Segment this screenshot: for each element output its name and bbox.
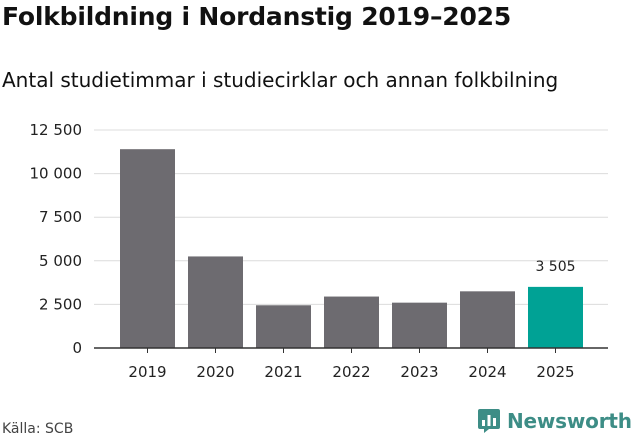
x-tick-label: 2024 (468, 363, 506, 381)
y-tick-label: 10 000 (30, 165, 83, 183)
y-tick-label: 12 500 (30, 121, 83, 139)
bar-2024 (460, 291, 515, 348)
x-tick-label: 2022 (332, 363, 370, 381)
x-tick-label: 2025 (536, 363, 574, 381)
bar-2023 (392, 302, 447, 348)
y-tick-label: 7 500 (39, 208, 82, 226)
brand-name: Newsworthy (507, 409, 631, 433)
y-tick-label: 2 500 (39, 295, 82, 313)
axes (94, 347, 608, 353)
source-note: Källa: SCB (2, 421, 74, 437)
y-tick-label: 0 (72, 339, 82, 357)
labels: 0 2 500 5 000 7 500 10 000 12 500 2019 2020 2021… (30, 121, 576, 381)
bar-2022 (324, 296, 379, 348)
bar-2025 (528, 286, 583, 348)
y-tick-label: 5 000 (39, 252, 82, 270)
bars (120, 149, 583, 348)
chart-title: Folkbildning i Nordanstig 2019–2025 (2, 2, 512, 31)
x-tick-label: 2021 (264, 363, 302, 381)
brand-logo: Newsworthy (477, 408, 631, 434)
bar-2019 (120, 149, 175, 348)
data-label-2025: 3 505 (535, 259, 575, 275)
x-tick-label: 2023 (400, 363, 438, 381)
bar-chart-logo-icon (478, 409, 500, 433)
chart-subtitle: Antal studietimmar i studiecirklar och a… (2, 68, 559, 92)
x-tick-label: 2019 (128, 363, 166, 381)
bar-2021 (256, 305, 311, 348)
bar-2020 (188, 256, 243, 348)
x-tick-label: 2020 (196, 363, 234, 381)
